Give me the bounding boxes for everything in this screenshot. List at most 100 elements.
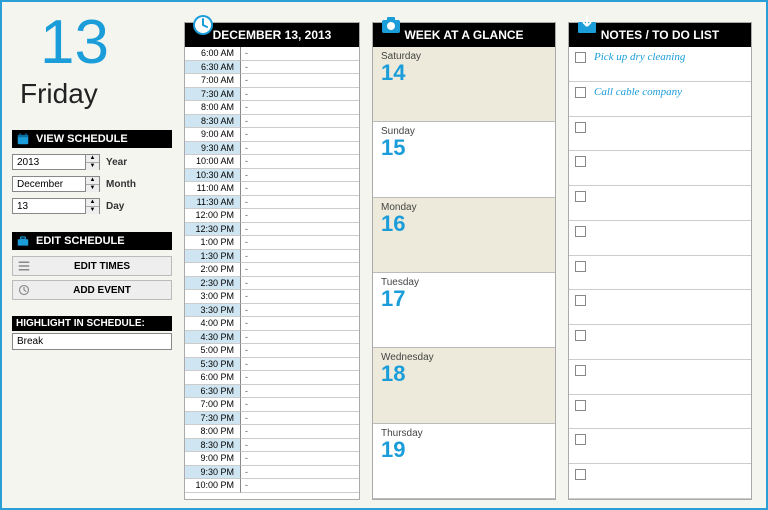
week-day-cell[interactable]: Saturday14 [373, 47, 555, 122]
note-checkbox[interactable] [575, 87, 586, 98]
schedule-slot[interactable]: 6:00 PM- [185, 371, 359, 385]
edit-times-button[interactable]: EDIT TIMES [12, 256, 172, 276]
day-up[interactable]: ▲ [86, 199, 99, 207]
schedule-slot[interactable]: 4:30 PM- [185, 331, 359, 345]
slot-event: - [241, 452, 359, 466]
note-row: Call cable company [569, 82, 751, 117]
note-checkbox[interactable] [575, 156, 586, 167]
schedule-slot[interactable]: 1:30 PM- [185, 250, 359, 264]
week-day-cell[interactable]: Thursday19 [373, 424, 555, 499]
schedule-slot[interactable]: 11:30 AM- [185, 196, 359, 210]
slot-time: 8:30 PM [185, 439, 241, 453]
schedule-slot[interactable]: 3:00 PM- [185, 290, 359, 304]
inbox-icon [575, 13, 599, 37]
slot-event: - [241, 128, 359, 142]
schedule-slot[interactable]: 10:00 AM- [185, 155, 359, 169]
year-up[interactable]: ▲ [86, 155, 99, 163]
sidebar: 13 Friday VIEW SCHEDULE 2013 ▲▼ Year Dec… [12, 10, 172, 500]
year-value: 2013 [13, 155, 85, 169]
slot-time: 4:30 PM [185, 331, 241, 345]
schedule-slot[interactable]: 9:30 AM- [185, 142, 359, 156]
schedule-slot[interactable]: 6:30 PM- [185, 385, 359, 399]
slot-event: - [241, 466, 359, 480]
schedule-slot[interactable]: 12:30 PM- [185, 223, 359, 237]
list-icon [17, 259, 31, 273]
schedule-slots: 6:00 AM-6:30 AM-7:00 AM-7:30 AM-8:00 AM-… [185, 47, 359, 499]
schedule-slot[interactable]: 6:30 AM- [185, 61, 359, 75]
month-up[interactable]: ▲ [86, 177, 99, 185]
schedule-slot[interactable]: 11:00 AM- [185, 182, 359, 196]
note-checkbox[interactable] [575, 261, 586, 272]
month-selector[interactable]: December ▲▼ [12, 176, 100, 192]
slot-time: 6:00 AM [185, 47, 241, 61]
schedule-slot[interactable]: 2:00 PM- [185, 263, 359, 277]
schedule-slot[interactable]: 8:30 AM- [185, 115, 359, 129]
slot-event: - [241, 385, 359, 399]
schedule-slot[interactable]: 1:00 PM- [185, 236, 359, 250]
day-down[interactable]: ▼ [86, 207, 99, 214]
slot-event: - [241, 88, 359, 102]
week-day-cell[interactable]: Wednesday18 [373, 348, 555, 423]
schedule-slot[interactable]: 9:00 PM- [185, 452, 359, 466]
week-day-cell[interactable]: Tuesday17 [373, 273, 555, 348]
note-checkbox[interactable] [575, 226, 586, 237]
schedule-slot[interactable]: 8:00 AM- [185, 101, 359, 115]
slot-event: - [241, 250, 359, 264]
note-row: Pick up dry cleaning [569, 47, 751, 82]
slot-event: - [241, 425, 359, 439]
schedule-slot[interactable]: 7:30 AM- [185, 88, 359, 102]
note-checkbox[interactable] [575, 122, 586, 133]
slot-event: - [241, 290, 359, 304]
note-row [569, 325, 751, 360]
note-row [569, 221, 751, 256]
year-down[interactable]: ▼ [86, 163, 99, 170]
note-checkbox[interactable] [575, 52, 586, 63]
note-checkbox[interactable] [575, 191, 586, 202]
slot-time: 8:00 AM [185, 101, 241, 115]
slot-time: 12:30 PM [185, 223, 241, 237]
week-day-name: Wednesday [381, 352, 547, 363]
schedule-slot[interactable]: 7:00 PM- [185, 398, 359, 412]
month-value: December [13, 177, 85, 191]
schedule-slot[interactable]: 7:00 AM- [185, 74, 359, 88]
slot-event: - [241, 169, 359, 183]
slot-event: - [241, 371, 359, 385]
note-checkbox[interactable] [575, 400, 586, 411]
schedule-slot[interactable]: 2:30 PM- [185, 277, 359, 291]
schedule-slot[interactable]: 10:30 AM- [185, 169, 359, 183]
schedule-slot[interactable]: 8:00 PM- [185, 425, 359, 439]
slot-time: 5:00 PM [185, 344, 241, 358]
year-selector[interactable]: 2013 ▲▼ [12, 154, 100, 170]
schedule-slot[interactable]: 8:30 PM- [185, 439, 359, 453]
clock-icon [17, 283, 31, 297]
schedule-slot[interactable]: 6:00 AM- [185, 47, 359, 61]
schedule-slot[interactable]: 7:30 PM- [185, 412, 359, 426]
week-day-cell[interactable]: Monday16 [373, 198, 555, 273]
view-schedule-header: VIEW SCHEDULE [12, 130, 172, 148]
slot-event: - [241, 412, 359, 426]
schedule-slot[interactable]: 3:30 PM- [185, 304, 359, 318]
note-text: Call cable company [594, 86, 682, 112]
month-down[interactable]: ▼ [86, 185, 99, 192]
note-checkbox[interactable] [575, 434, 586, 445]
schedule-slot[interactable]: 9:00 AM- [185, 128, 359, 142]
schedule-slot[interactable]: 9:30 PM- [185, 466, 359, 480]
schedule-slot[interactable]: 10:00 PM- [185, 479, 359, 493]
highlight-input[interactable]: Break [12, 333, 172, 350]
slot-event: - [241, 479, 359, 493]
note-checkbox[interactable] [575, 330, 586, 341]
edit-schedule-header: EDIT SCHEDULE [12, 232, 172, 250]
note-row [569, 395, 751, 430]
note-checkbox[interactable] [575, 365, 586, 376]
schedule-slot[interactable]: 5:00 PM- [185, 344, 359, 358]
schedule-slot[interactable]: 4:00 PM- [185, 317, 359, 331]
week-day-cell[interactable]: Sunday15 [373, 122, 555, 197]
add-event-button[interactable]: ADD EVENT [12, 280, 172, 300]
schedule-slot[interactable]: 5:30 PM- [185, 358, 359, 372]
slot-time: 3:00 PM [185, 290, 241, 304]
note-text: Pick up dry cleaning [594, 51, 685, 77]
day-selector[interactable]: 13 ▲▼ [12, 198, 100, 214]
schedule-slot[interactable]: 12:00 PM- [185, 209, 359, 223]
note-checkbox[interactable] [575, 469, 586, 480]
note-checkbox[interactable] [575, 295, 586, 306]
